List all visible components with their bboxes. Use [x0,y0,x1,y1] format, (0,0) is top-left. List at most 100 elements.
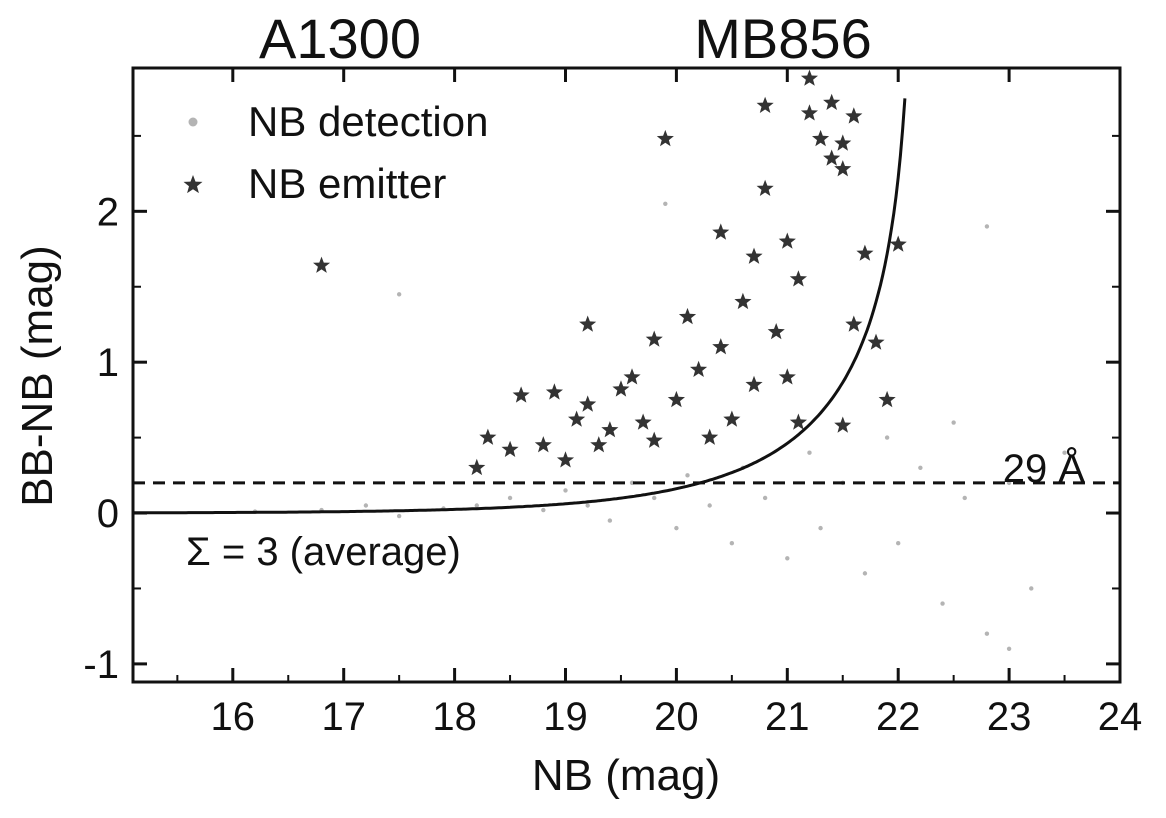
emitter-star [812,129,830,147]
detection-point [363,503,369,508]
emitter-star [845,315,863,332]
emitter-star [601,421,619,438]
detection-point [607,518,613,523]
legend-star-marker [183,175,203,194]
emitter-star [545,383,563,400]
emitter-star [723,410,741,427]
emitter-star [756,179,774,196]
detection-point [396,292,402,297]
emitter-star [645,330,663,347]
emitter-star [712,338,730,355]
emitter-star [690,360,708,377]
legend: NB detection NB emitter [183,98,488,207]
legend-dot-marker [188,117,198,127]
legend-label-detection: NB detection [248,98,488,145]
detection-point [940,601,945,606]
detection-point [729,541,735,546]
detection-point [884,435,890,440]
emitter-star [834,416,852,433]
ticks: 16 17 18 19 20 21 22 23 24 -1 0 1 2 [83,68,1142,739]
emitter-star [534,436,552,453]
legend-label-emitter: NB emitter [248,160,446,207]
emitter-star [634,413,652,430]
detection-point [652,495,657,501]
detection-point [507,495,513,501]
x-axis-title: NB (mag) [532,751,720,800]
detection-point [962,495,967,501]
x-tick-label: 24 [1098,695,1143,739]
emitter-star [867,333,885,350]
emitter-star [568,410,586,427]
emitter-star [623,368,641,385]
emitter-star [800,104,818,121]
detection-point [1029,586,1034,591]
y-tick-label: 0 [97,492,119,536]
emitter-star [878,390,896,408]
x-tick-label: 16 [211,695,256,739]
plot-border [131,66,1122,684]
y-tick-label: -1 [83,643,119,687]
detection-point [984,224,990,229]
detection-point [984,631,990,636]
emitter-star [889,235,907,252]
detection-point [807,450,812,455]
sigma-curve-label: Σ = 3 (average) [186,530,461,574]
emitter-star [678,307,697,325]
x-tick-label: 20 [654,695,699,739]
top-label-right: MB856 [694,7,871,70]
x-tick-label: 18 [432,695,477,739]
detection-point [674,525,679,531]
detection-point [474,503,479,508]
detection-point [585,503,590,508]
y-axis-title: BB-NB (mag) [13,245,62,507]
x-tick-label: 17 [321,695,366,739]
sigma-curve [133,98,907,515]
emitter-star [590,436,608,453]
emitter-star [834,134,852,151]
threshold-label: 29 Å [1003,446,1086,491]
emitter-star [468,458,486,476]
plot-frame [131,66,1122,684]
emitter-star [756,96,774,113]
x-tick-label: 23 [987,695,1032,739]
emitter-star [512,386,530,403]
x-tick-label: 21 [765,695,810,739]
top-label-left: A1300 [259,7,421,70]
emitter-star [645,431,663,448]
emitter-star [823,149,841,166]
chart-lines [133,98,1120,515]
x-tick-label: 22 [876,695,921,739]
y-tick-label: 2 [97,190,119,234]
emitter-star [579,315,597,332]
detection-point [707,503,712,508]
detection-point [396,513,402,519]
emitter-star [789,413,807,430]
emitter-star [734,292,752,310]
y-tick-label: 1 [97,341,119,385]
detection-point [762,495,768,501]
emitter-star [701,428,719,445]
emitter-star [767,323,785,340]
detection-point [541,507,546,513]
detection-point [1006,646,1012,652]
x-tick-label: 19 [543,695,588,739]
emitter-star [800,69,818,86]
emitter-star [834,160,852,177]
emitter-star [778,368,796,385]
detection-point [818,525,823,531]
emitter-star [313,256,331,273]
emitter-star [845,107,863,124]
emitter-star [579,395,597,412]
emitter-star [501,440,519,457]
emitter-star [778,232,796,249]
emitter-star [612,380,630,397]
detection-point [896,541,901,546]
emitter-star [656,129,674,147]
detection-point [1062,450,1067,455]
emitter-star [712,223,730,240]
detection-point [862,571,868,576]
detection-points [252,201,1067,652]
emitter-star [667,390,685,408]
emitter-star [556,451,575,468]
